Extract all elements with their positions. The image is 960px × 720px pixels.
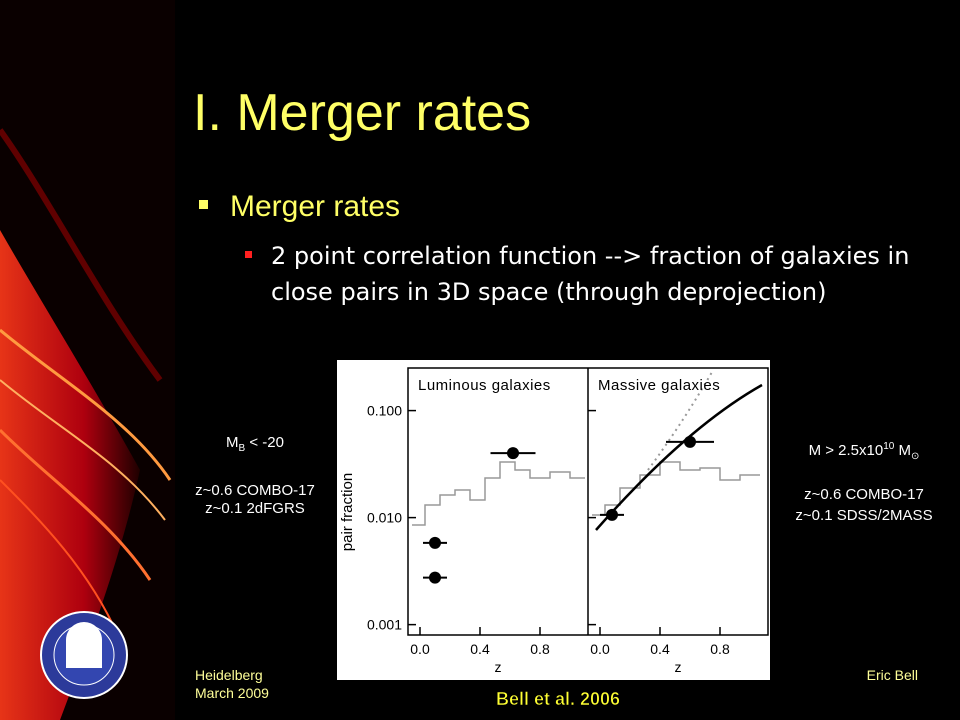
right-note-head: M > 2.5x1010 M⊙: [809, 441, 920, 462]
footer-left: March 2009: [195, 685, 269, 701]
data-point: [429, 571, 441, 584]
sub-bullet: 2 point correlation function --> fractio…: [271, 242, 910, 306]
left-note-head: MB < -20: [226, 434, 284, 454]
model-curve: [647, 371, 713, 471]
sub-bullet-marker: [245, 251, 252, 258]
y-tick-label: 0.100: [367, 403, 402, 419]
left-note-line: z~0.1 2dFGRS: [205, 500, 305, 517]
right-note-line: z~0.1 SDSS/2MASS: [795, 507, 932, 524]
panel-title: Massive galaxies: [598, 377, 720, 394]
logo: [40, 611, 128, 699]
figure: 0.100 0.010 0.001 pair fraction Luminous gal…: [337, 360, 770, 680]
title: I. Merger rates: [193, 84, 531, 142]
comparison-curve: [412, 461, 585, 526]
x-tick-label: 0.8: [710, 641, 730, 657]
x-tick-label: 0.0: [590, 641, 610, 657]
y-tick-label: 0.010: [367, 510, 402, 526]
x-tick-label: 0.4: [650, 641, 670, 657]
bullet-marker: [199, 200, 208, 209]
left-note-line: z~0.6 COMBO-17: [195, 482, 315, 499]
data-point: [507, 447, 519, 460]
footer-right: Eric Bell: [867, 667, 918, 683]
x-tick-label: 0.8: [530, 641, 550, 657]
y-tick-label: 0.001: [367, 617, 402, 633]
x-axis-label: z: [675, 659, 682, 675]
x-tick-label: 0.0: [410, 641, 430, 657]
figure-background: [337, 360, 770, 680]
data-point: [606, 508, 618, 521]
footer-left: Heidelberg: [195, 667, 263, 683]
data-point: [429, 536, 441, 549]
x-axis-label: z: [495, 659, 502, 675]
y-axis-label: pair fraction: [339, 473, 356, 551]
caption: Bell et al. 2006: [496, 689, 620, 709]
decoration: [0, 0, 175, 720]
bullet: Merger rates: [230, 190, 400, 223]
data-point: [684, 435, 696, 448]
x-tick-label: 0.4: [470, 641, 490, 657]
right-note-line: z~0.6 COMBO-17: [804, 486, 924, 503]
panel-title: Luminous galaxies: [418, 377, 551, 394]
